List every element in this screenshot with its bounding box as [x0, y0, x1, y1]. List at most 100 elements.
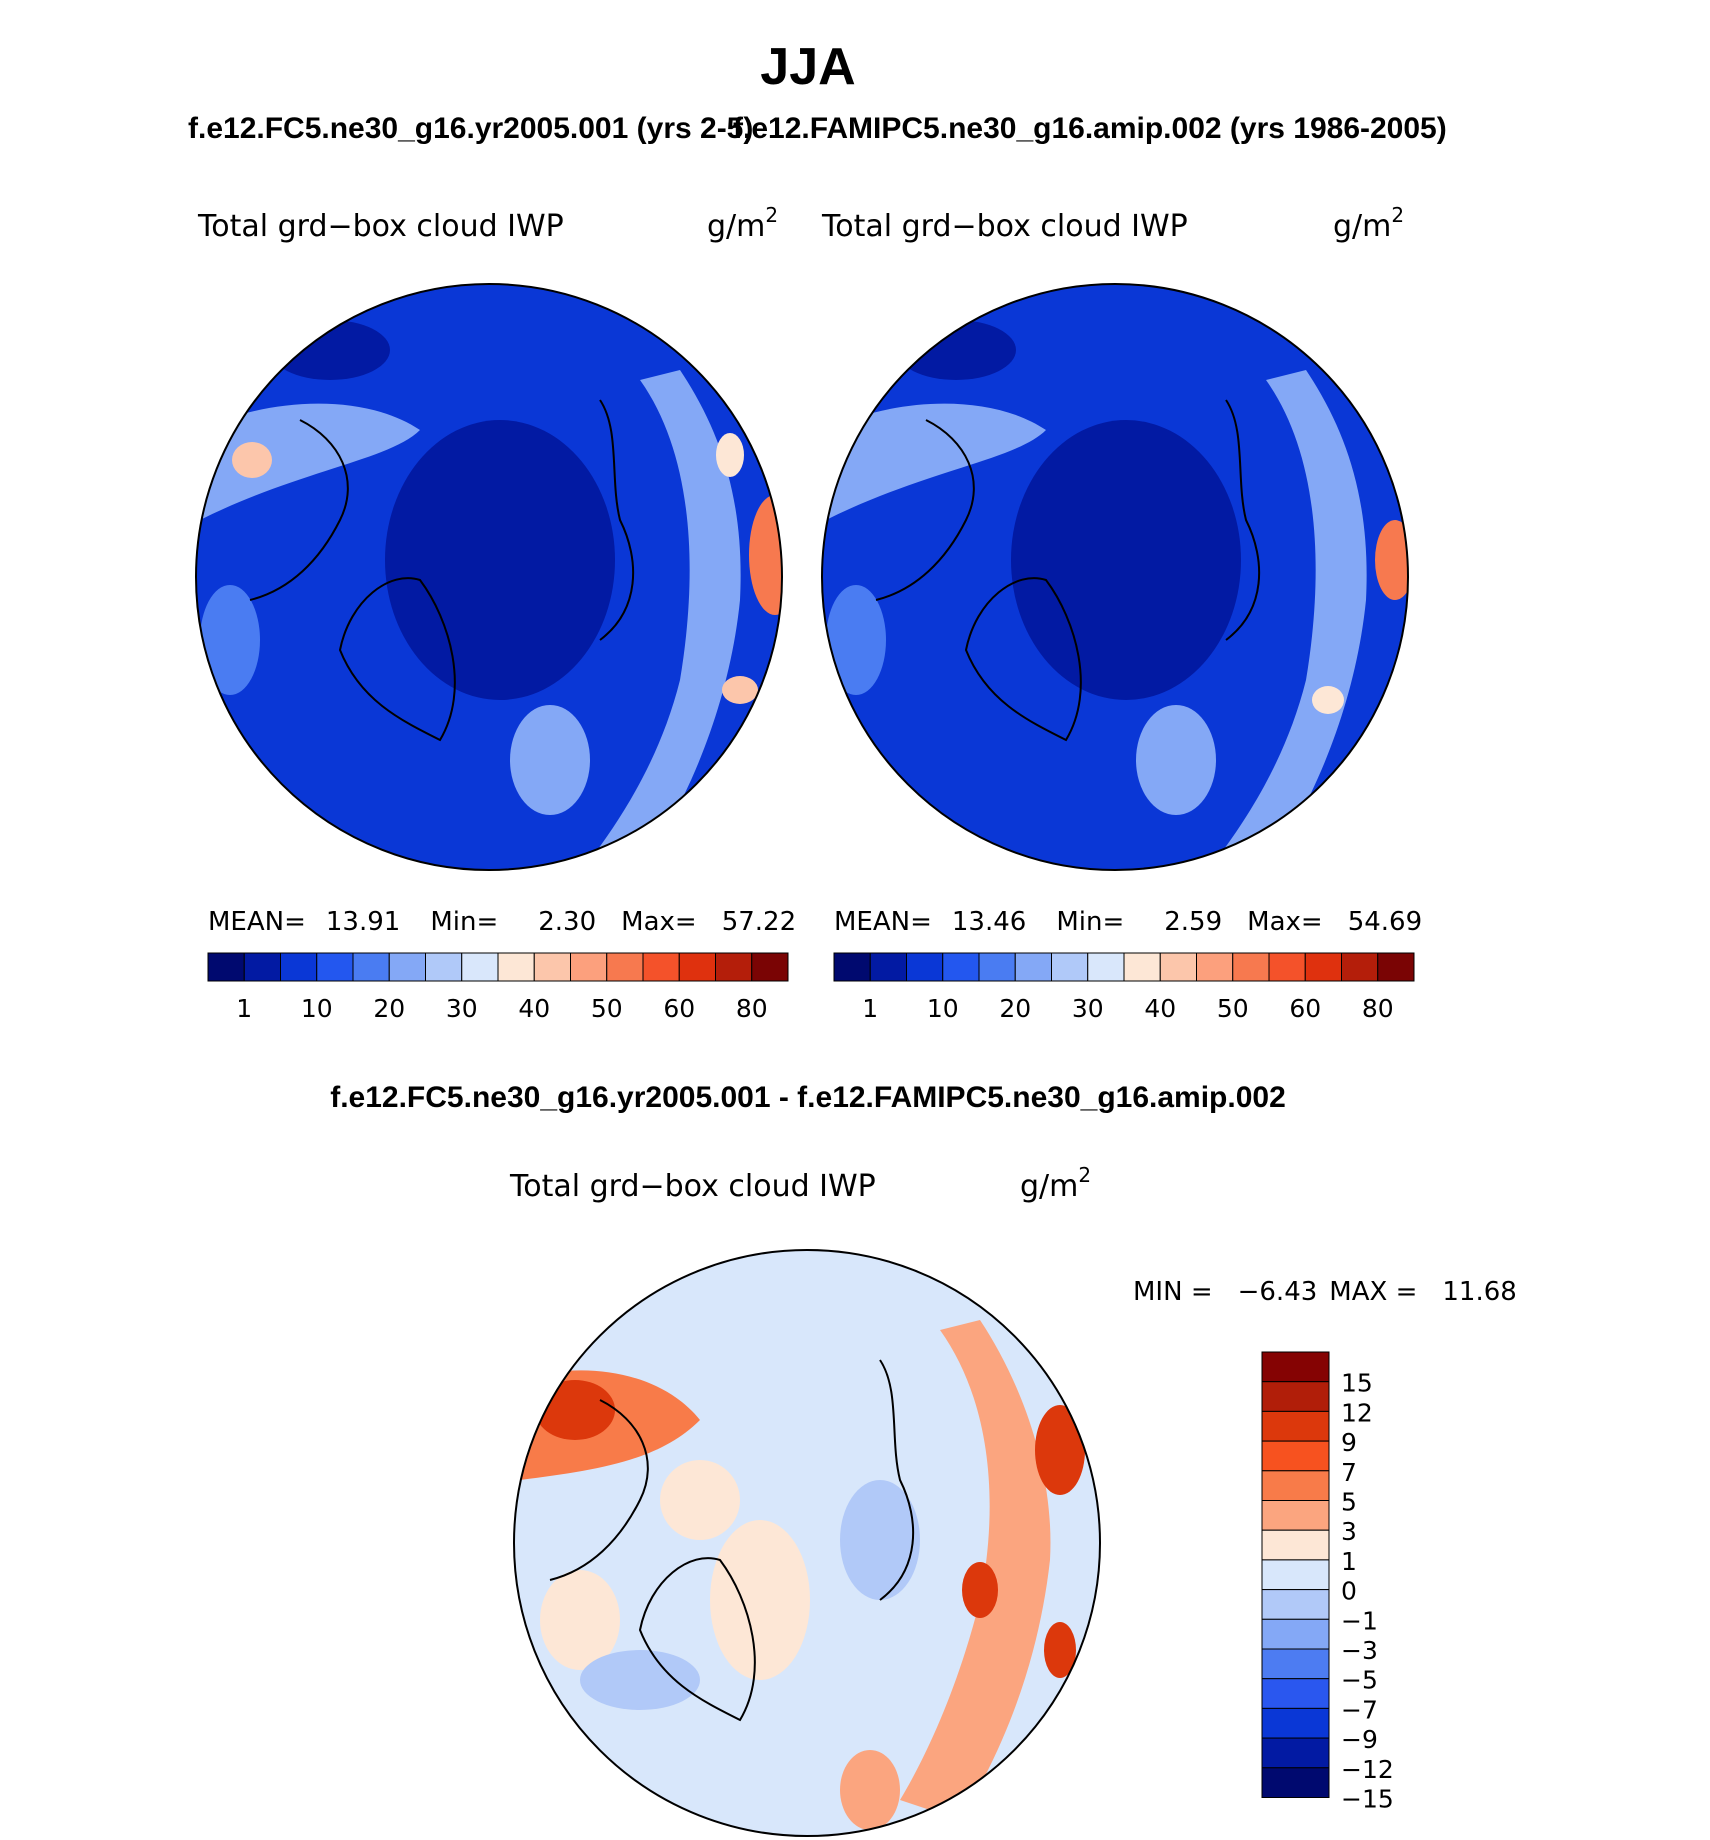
colorbar-label: 50 — [591, 994, 623, 1023]
map-diff-neg-patch2 — [580, 1650, 700, 1710]
colorbar-swatch — [1232, 952, 1270, 982]
colorbar-label: −12 — [1341, 1755, 1394, 1784]
colorbar-label: 20 — [373, 994, 405, 1023]
colorbar-label: 80 — [736, 994, 768, 1023]
colorbar-swatch — [1261, 1440, 1330, 1472]
panel-diff: Total grd−box cloud IWP g/m2 MIN = −6.43 M… — [509, 1163, 1517, 1837]
colorbar-swatch — [1261, 1559, 1330, 1591]
map-diff-greenland-outline — [638, 1557, 756, 1722]
map-diff-max2 — [962, 1562, 998, 1618]
colorbar-swatch — [1261, 1381, 1330, 1412]
map-left-nw-low — [270, 320, 390, 380]
units-right: g/m2 — [1333, 203, 1404, 244]
map-diff-border — [513, 1249, 1101, 1837]
map-right-europe-patch — [1136, 705, 1216, 815]
colorbar-swatch — [1268, 952, 1306, 982]
colorbar-swatch — [1261, 1351, 1330, 1383]
colorbar-label: 0 — [1341, 1577, 1357, 1606]
map-diff-coast-outline2 — [549, 1399, 649, 1581]
map-left-coast-outline2 — [249, 419, 349, 601]
colorbar-label: 1 — [1341, 1547, 1357, 1576]
colorbar-swatch — [678, 952, 716, 982]
colorbar-label: −3 — [1341, 1636, 1378, 1665]
map-left-europe-patch — [510, 705, 590, 815]
colorbar-swatch — [243, 952, 281, 982]
map-left-pacific-mid — [590, 370, 741, 870]
colorbar-swatch — [869, 952, 907, 982]
map-left-pacific-patch — [722, 676, 758, 704]
colorbar-swatch — [1261, 1470, 1330, 1502]
colorbar-swatch — [1261, 1767, 1330, 1799]
colorbar-swatch — [388, 952, 426, 982]
colorbar-swatch — [1261, 1410, 1330, 1442]
map-right-border — [821, 283, 1409, 871]
colorbar-swatch — [1341, 952, 1379, 982]
colorbar-swatch — [1261, 1648, 1330, 1680]
map-left-arctic-low — [385, 420, 615, 700]
map-diff-europe-pos — [840, 1750, 900, 1830]
map-right-pacific-patch — [1312, 686, 1344, 714]
panel-left: Total grd−box cloud IWP g/m2 MEAN= 13.91 M… — [195, 203, 796, 1023]
map-left-pacific-max — [749, 495, 782, 615]
colorbar-right: 1 10 20 30 40 50 60 80 — [833, 952, 1415, 1023]
colorbar-label: −5 — [1341, 1666, 1378, 1695]
map-diff-west-pos — [540, 1570, 620, 1670]
units-left: g/m2 — [707, 203, 778, 244]
colorbar-swatch — [1261, 1707, 1330, 1739]
variable-label-right: Total grd−box cloud IWP — [821, 209, 1188, 244]
colorbar-label: 5 — [1341, 1488, 1357, 1517]
colorbar-swatch — [642, 952, 680, 982]
map-right-coast-outline — [1225, 399, 1261, 641]
colorbar-label: −1 — [1341, 1606, 1378, 1635]
colorbar-swatch — [280, 952, 318, 982]
map-right — [822, 284, 1408, 870]
map-diff-coast-outline — [879, 1359, 915, 1601]
colorbar-label: 30 — [1072, 994, 1104, 1023]
colorbar-left: 1 10 20 30 40 50 60 80 — [207, 952, 789, 1023]
map-diff-central-pos — [710, 1520, 810, 1680]
colorbar-swatch — [316, 952, 354, 982]
colorbar-swatch — [751, 952, 789, 982]
colorbar-swatch — [1304, 952, 1342, 982]
colorbar-label: 7 — [1341, 1458, 1357, 1487]
map-diff-central-pos2 — [660, 1460, 740, 1540]
map-right-coast-outline2 — [875, 419, 975, 601]
colorbar-label: 12 — [1341, 1398, 1373, 1427]
colorbar-label: 40 — [518, 994, 550, 1023]
colorbar-label: −9 — [1341, 1725, 1378, 1754]
map-diff-max3 — [1044, 1622, 1076, 1678]
colorbar-swatch — [906, 952, 944, 982]
colorbar-swatch — [1261, 1618, 1330, 1650]
map-left-pacific-patch2 — [716, 433, 744, 477]
map-right-pacific-mid — [1216, 370, 1367, 870]
colorbar-swatch — [1261, 1678, 1330, 1709]
colorbar-swatch — [533, 952, 571, 982]
stats-left: MEAN= 13.91 Min= 2.30 Max= 57.22 — [208, 907, 796, 937]
colorbar-label: 40 — [1144, 994, 1176, 1023]
map-right-greenland-outline — [964, 577, 1082, 742]
colorbar-label: 3 — [1341, 1517, 1357, 1546]
map-right-west-band — [826, 585, 886, 695]
diff-title: f.e12.FC5.ne30_g16.yr2005.001 - f.e12.FA… — [330, 1081, 1286, 1114]
colorbar-swatch — [1196, 952, 1234, 982]
colorbar-label: 1 — [236, 994, 252, 1023]
colorbar-swatch — [1159, 952, 1197, 982]
variable-label-left: Total grd−box cloud IWP — [197, 209, 564, 244]
colorbar-label: 30 — [446, 994, 478, 1023]
map-left-border — [195, 283, 783, 871]
colorbar-label: 10 — [301, 994, 333, 1023]
colorbar-swatch — [1087, 952, 1125, 982]
map-right-arctic-low — [1011, 420, 1241, 700]
map-left-coast-outline — [599, 399, 635, 641]
colorbar-swatch — [425, 952, 463, 982]
colorbar-label: −7 — [1341, 1695, 1378, 1724]
colorbar-swatch — [352, 952, 390, 982]
colorbar-swatch — [1261, 1500, 1330, 1531]
colorbar-swatch — [1261, 1737, 1330, 1769]
colorbar-label: 60 — [663, 994, 695, 1023]
colorbar-label: 50 — [1217, 994, 1249, 1023]
map-right-pacific-max — [1375, 520, 1408, 600]
map-left — [196, 284, 782, 870]
colorbar-swatch — [497, 952, 535, 982]
